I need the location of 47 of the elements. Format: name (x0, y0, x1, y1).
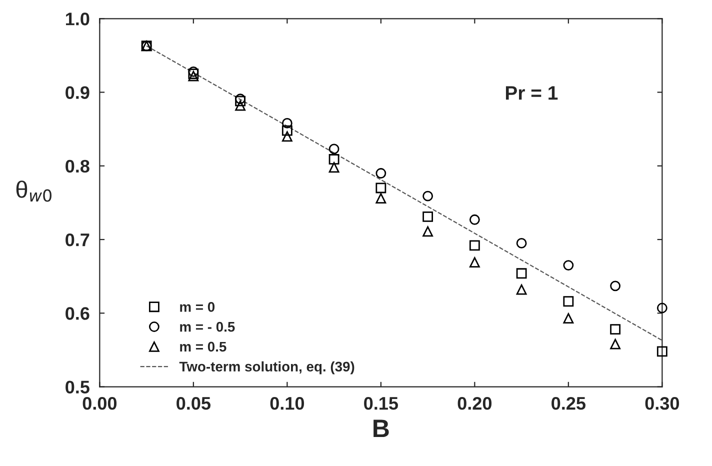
y-tick-label: 0.9 (66, 86, 90, 99)
y-tick-label: 0.5 (66, 380, 90, 394)
legend-label: m = - 0.5 (180, 322, 235, 332)
y-tick-label: 0.8 (66, 160, 90, 173)
legend-label: m = 0 (180, 302, 215, 312)
point (469, 240, 480, 251)
point (516, 238, 527, 248)
y-axis-title: θ$_{w0}$ (16, 180, 52, 202)
point (235, 100, 246, 111)
point (328, 154, 340, 164)
point (610, 338, 620, 350)
x-tick-label: 0.30 (645, 396, 679, 410)
point (282, 131, 292, 142)
point (516, 268, 527, 279)
y-tick-label: 0.6 (66, 307, 90, 320)
point (422, 226, 433, 237)
point (376, 168, 386, 178)
y-tick-label: 0.7 (66, 233, 90, 246)
point (328, 162, 340, 173)
point (610, 280, 620, 292)
y-tick-label: 1.0 (66, 12, 90, 26)
x-tick-label: 0.05 (176, 396, 210, 410)
point (563, 260, 574, 271)
x-tick-label: 0.15 (364, 396, 398, 410)
x-tick-label: 0.25 (552, 396, 586, 410)
x-tick-label: 0.20 (458, 396, 492, 410)
point (563, 313, 574, 324)
point (422, 211, 433, 222)
x-tick-label: 0.10 (270, 396, 304, 410)
legend-label: m = 0.5 (180, 342, 226, 352)
point (610, 324, 620, 335)
point (516, 284, 527, 295)
x-tick-label: 0.00 (82, 396, 117, 410)
point (282, 125, 292, 136)
point (656, 346, 668, 357)
point (328, 144, 340, 154)
point (376, 182, 386, 194)
point (469, 257, 480, 268)
point (469, 214, 480, 225)
annotation: Pr = 1 (506, 86, 558, 100)
point (563, 296, 574, 307)
x-axis-title: B (374, 420, 389, 438)
legend-label: Two-term solution, eq. (39) (179, 361, 354, 374)
point (422, 190, 433, 202)
point (656, 302, 668, 314)
point (282, 118, 292, 128)
point (376, 193, 386, 204)
